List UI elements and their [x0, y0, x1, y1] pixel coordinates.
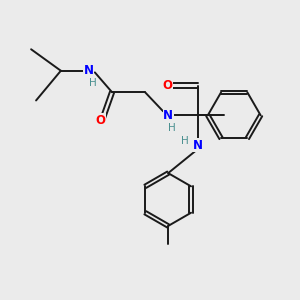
Text: H: H [168, 123, 175, 133]
Text: H: H [89, 78, 97, 88]
Text: N: N [193, 139, 203, 152]
Text: H: H [181, 136, 189, 146]
Text: O: O [163, 79, 172, 92]
Text: O: O [95, 114, 106, 127]
Text: N: N [84, 64, 94, 77]
Text: N: N [163, 109, 173, 122]
